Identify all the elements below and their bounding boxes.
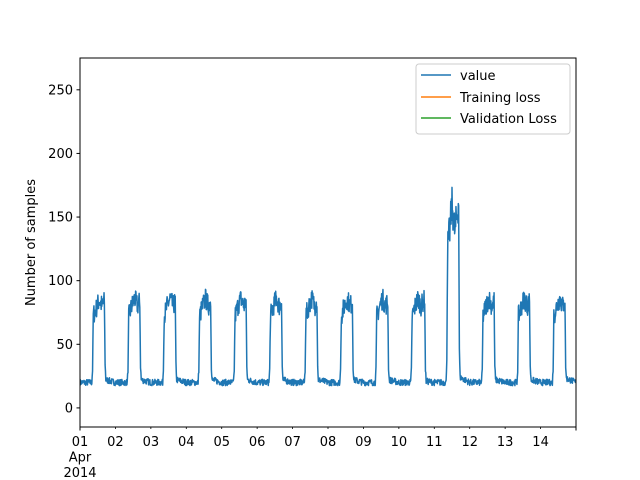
x-tick-label: 02 [107,435,124,450]
series-line-value [80,186,576,387]
legend-label-validation-loss: Validation Loss [460,112,557,127]
x-tick-label: 12 [461,435,478,450]
legend-frame [415,63,571,135]
x-tick-label: 08 [320,435,337,450]
y-tick-label: 100 [48,274,73,289]
x-tick-label: 07 [284,435,301,450]
y-axis-label: Number of samples [24,179,39,306]
x-tick-label: 14 [532,435,549,450]
legend-label-training-loss: Training loss [459,91,541,106]
x-tick-label: 09 [355,435,372,450]
y-tick-label: 50 [56,338,73,353]
y-tick-label: 250 [48,83,73,98]
x-tick-label: 11 [426,435,443,450]
x-tick-label: 10 [391,435,408,450]
x-tick-label: 03 [143,435,160,450]
plot-frame [79,57,577,428]
x-tick-label: 05 [213,435,230,450]
y-tick-label: 0 [65,401,73,416]
x-major-tick-label: 2014 [63,466,96,480]
y-tick-label: 200 [48,147,73,162]
x-tick-label: 04 [178,435,195,450]
x-tick-label: 13 [497,435,514,450]
x-tick-label: 06 [249,435,266,450]
legend: value Training loss Validation Loss [415,63,571,135]
x-major-tick-label: 01 [72,435,89,450]
y-axis-ticks: 0 50 100 150 200 250 [48,83,80,416]
series-lines [80,186,576,387]
y-tick-label: 150 [48,211,73,226]
legend-label-value: value [460,69,496,84]
x-major-tick-label: Apr [69,451,92,466]
